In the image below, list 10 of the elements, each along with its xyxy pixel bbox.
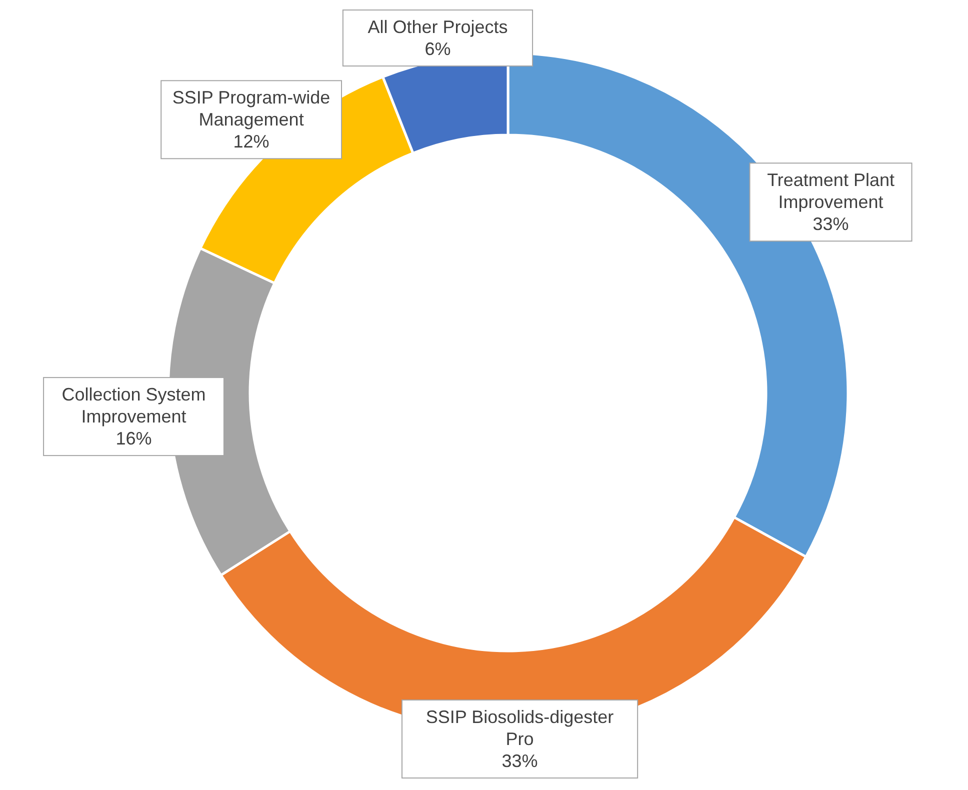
slice-label: SSIP Biosolids-digester Pro: [426, 707, 614, 749]
slice-label: Treatment Plant Improvement: [767, 170, 894, 212]
data-label: 33%: [502, 751, 538, 771]
data-label: 12%: [233, 132, 270, 152]
data-label: 16%: [116, 428, 152, 449]
slice-label: Collection System Improvement: [62, 384, 206, 427]
slice-label: SSIP Program-wide Management: [172, 88, 330, 130]
slice-label: All Other Projects: [368, 17, 508, 37]
data-label: 33%: [812, 214, 849, 234]
data-label: 6%: [424, 39, 451, 59]
